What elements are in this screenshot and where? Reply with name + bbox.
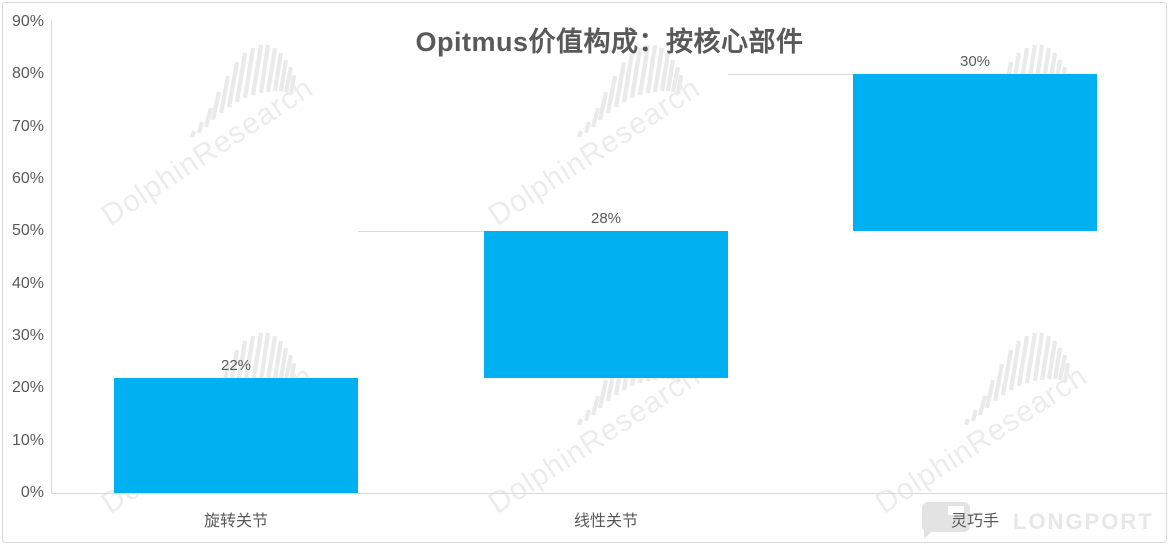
y-axis-line [51,20,52,493]
longport-watermark-text: LONGPORT [1013,509,1154,534]
bar-value-label: 28% [590,210,622,227]
y-tick-label: 30% [11,327,44,344]
longport-logo-icon [922,502,970,539]
y-tick-label: 10% [11,432,44,449]
chart-title: Opitmus价值构成：按核心部件 [415,27,804,57]
y-tick-label: 70% [11,118,44,135]
waterfall-bar [484,231,728,378]
y-tick-label: 20% [11,379,44,396]
waterfall-connector-line [728,74,853,75]
x-axis-line [51,493,1168,494]
y-tick-label: 80% [11,65,44,82]
y-tick-label: 40% [11,275,44,292]
waterfall-bar [853,74,1097,231]
y-tick-label: 0% [20,484,44,501]
waterfall-bar [114,378,358,493]
x-category-label: 灵巧手 [950,513,999,530]
waterfall-connector-line [358,231,484,232]
bar-value-label: 22% [220,357,252,374]
y-tick-label: 90% [11,13,44,30]
x-category-label: 旋转关节 [203,513,268,530]
chart-outer-border [2,2,1167,543]
y-tick-label: 60% [11,170,44,187]
y-tick-label: 50% [11,222,44,239]
x-category-label: 线性关节 [573,513,638,530]
